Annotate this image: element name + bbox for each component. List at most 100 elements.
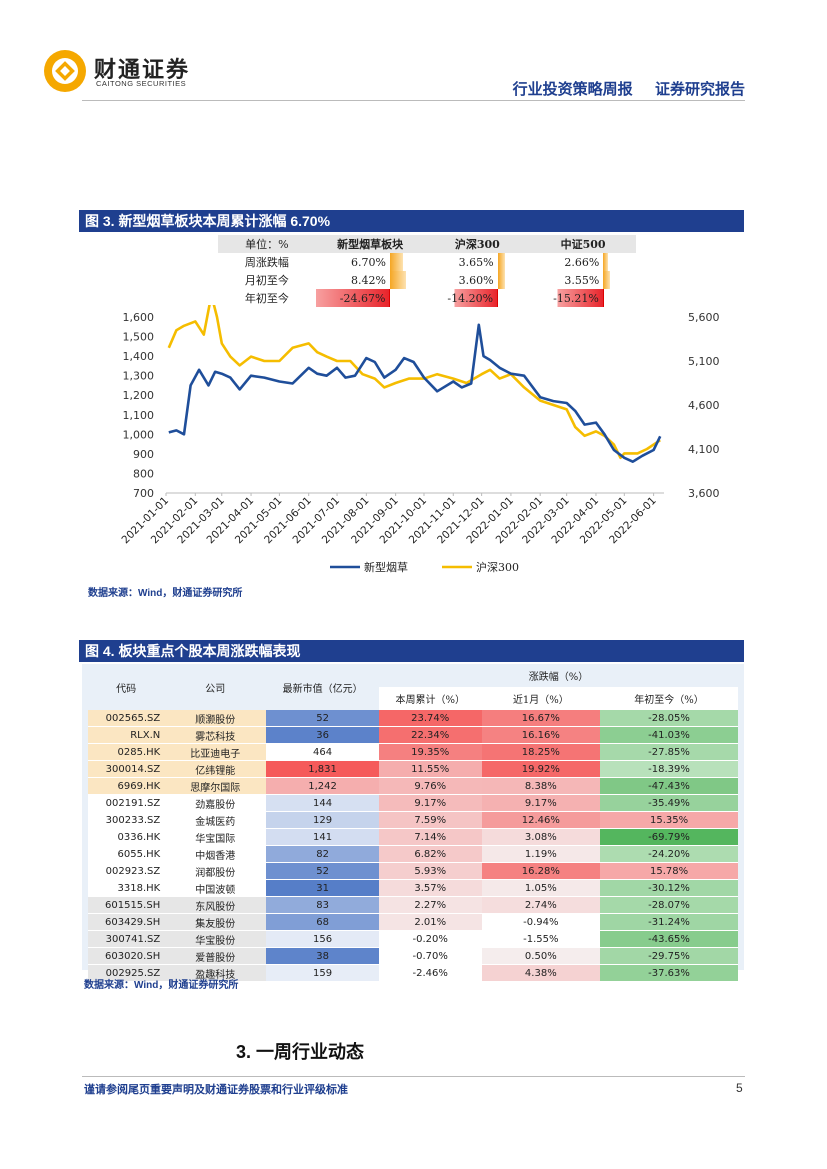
stock-company: 金城医药 bbox=[164, 811, 267, 829]
stock-ytd-change: -47.43% bbox=[600, 777, 738, 795]
summary-row-label: 年初至今 bbox=[244, 292, 289, 305]
stock-mktcap: 141 bbox=[266, 828, 379, 846]
stock-month-change: 16.16% bbox=[481, 726, 601, 744]
col-header-code: 代码 bbox=[116, 683, 137, 695]
figure3-source: 数据来源：Wind，财通证券研究所 bbox=[88, 588, 243, 599]
summary-header-zz500: 中证500 bbox=[560, 238, 606, 251]
stock-week-change: -2.46% bbox=[378, 964, 482, 982]
figure4-source: 数据来源：Wind，财通证券研究所 bbox=[84, 980, 239, 991]
summary-value: 3.60% bbox=[458, 273, 494, 287]
caitong-logo-icon bbox=[44, 50, 86, 92]
y-right-tick-label: 5,100 bbox=[688, 355, 720, 368]
y-left-tick-label: 1,300 bbox=[123, 370, 155, 383]
stock-month-change: -0.94% bbox=[481, 913, 601, 931]
stock-company: 顺灏股份 bbox=[164, 710, 267, 727]
summary-bar bbox=[603, 271, 636, 289]
summary-value: 6.70% bbox=[350, 255, 386, 269]
stock-code: 002191.SZ bbox=[88, 794, 165, 812]
y-left-tick-label: 1,600 bbox=[123, 311, 155, 324]
summary-value: 8.42% bbox=[350, 273, 386, 287]
stock-mktcap: 1,831 bbox=[266, 760, 379, 778]
table-row: RLX.N 雾芯科技 36 22.34% 16.16% -41.03% bbox=[88, 726, 738, 744]
stock-month-change: 18.25% bbox=[481, 743, 601, 761]
stock-code: 6969.HK bbox=[88, 777, 165, 795]
stock-company: 华宝股份 bbox=[164, 930, 267, 948]
summary-bar bbox=[603, 253, 636, 271]
table-row: 002923.SZ 润都股份 52 5.93% 16.28% 15.78% bbox=[88, 862, 738, 880]
stock-ytd-change: -28.05% bbox=[600, 710, 738, 727]
stock-company: 劲嘉股份 bbox=[164, 794, 267, 812]
series-line-new-tobacco bbox=[168, 323, 662, 463]
stock-ytd-change: -69.79% bbox=[600, 828, 738, 846]
stock-mktcap: 1,242 bbox=[266, 777, 379, 795]
table-row: 6969.HK 思摩尔国际 1,242 9.76% 8.38% -47.43% bbox=[88, 777, 738, 795]
table-header-row-1: 代码 公司 最新市值（亿元） 涨跌幅（%） bbox=[88, 664, 738, 695]
stock-code: 601515.SH bbox=[88, 896, 165, 914]
stock-company: 爱普股份 bbox=[164, 947, 267, 965]
stock-ytd-change: -29.75% bbox=[600, 947, 738, 965]
stock-week-change: 19.35% bbox=[378, 743, 482, 761]
stock-month-change: 3.08% bbox=[481, 828, 601, 846]
legend-label: 新型烟草 bbox=[364, 560, 408, 574]
summary-header-unit: 单位：% bbox=[245, 238, 289, 251]
stock-code: 6055.HK bbox=[88, 845, 165, 863]
table-row: 3318.HK 中国波顿 31 3.57% 1.05% -30.12% bbox=[88, 879, 738, 897]
stock-code: 002925.SZ bbox=[88, 964, 165, 982]
stock-mktcap: 38 bbox=[266, 947, 379, 965]
stock-week-change: 9.17% bbox=[378, 794, 482, 812]
stock-week-change: 2.27% bbox=[378, 896, 482, 914]
brand-name-en: CAITONG SECURITIES bbox=[96, 79, 187, 88]
figure3-line-chart: 1,600 1,500 1,400 1,300 1,200 1,100 1,000 900 80… bbox=[119, 305, 720, 574]
stock-code: 300233.SZ bbox=[88, 811, 165, 829]
y-left-tick-label: 800 bbox=[133, 467, 154, 480]
summary-row: 年初至今 -24.67% -14.20% -15.21% bbox=[218, 289, 636, 307]
stock-ytd-change: -41.03% bbox=[600, 726, 738, 744]
stock-company: 润都股份 bbox=[164, 862, 267, 880]
stock-ytd-change: 15.35% bbox=[600, 811, 738, 829]
col-header-company: 公司 bbox=[205, 683, 226, 695]
table-row: 0336.HK 华宝国际 141 7.14% 3.08% -69.79% bbox=[88, 828, 738, 846]
col-header-ytd: 年初至今（%） bbox=[600, 687, 738, 710]
stock-code: 002923.SZ bbox=[88, 862, 165, 880]
table-row: 002565.SZ 顺灏股份 52 23.74% 16.67% -28.05% bbox=[88, 710, 738, 727]
summary-header-sector: 新型烟草板块 bbox=[337, 238, 404, 251]
figure4-stock-table: 代码 公司 最新市值（亿元） 涨跌幅（%） 本周累计（%） 近1月（%） 年初至… bbox=[88, 664, 738, 982]
stock-ytd-change: 15.78% bbox=[600, 862, 738, 880]
stock-company: 东风股份 bbox=[164, 896, 267, 914]
y-left-tick-label: 1,100 bbox=[123, 409, 155, 422]
stock-week-change: 7.59% bbox=[378, 811, 482, 829]
stock-company: 华宝国际 bbox=[164, 828, 267, 846]
stock-month-change: 1.19% bbox=[481, 845, 601, 863]
stock-mktcap: 52 bbox=[266, 710, 379, 727]
stock-month-change: 8.38% bbox=[481, 777, 601, 795]
stock-week-change: 9.76% bbox=[378, 777, 482, 795]
stock-mktcap: 144 bbox=[266, 794, 379, 812]
stock-code: 603020.SH bbox=[88, 947, 165, 965]
stock-company: 亿纬锂能 bbox=[164, 760, 267, 778]
stock-company: 思摩尔国际 bbox=[164, 777, 267, 795]
y-left-tick-label: 1,200 bbox=[123, 389, 155, 402]
col-header-month: 近1月（%） bbox=[481, 687, 601, 710]
col-header-week: 本周累计（%） bbox=[378, 687, 482, 710]
stock-month-change: 19.92% bbox=[481, 760, 601, 778]
table-row: 601515.SH 东风股份 83 2.27% 2.74% -28.07% bbox=[88, 896, 738, 914]
footer-divider bbox=[82, 1076, 745, 1077]
stock-ytd-change: -28.07% bbox=[600, 896, 738, 914]
stock-month-change: 9.17% bbox=[481, 794, 601, 812]
figure3-summary-table: 单位：% 新型烟草板块 沪深300 中证500 周涨跌幅 6.70% 3.65% 2.… bbox=[218, 235, 636, 307]
stock-company: 集友股份 bbox=[164, 913, 267, 931]
stock-mktcap: 129 bbox=[266, 811, 379, 829]
table-row: 300233.SZ 金城医药 129 7.59% 12.46% 15.35% bbox=[88, 811, 738, 829]
stock-month-change: 1.05% bbox=[481, 879, 601, 897]
stock-ytd-change: -24.20% bbox=[600, 845, 738, 863]
summary-bar bbox=[389, 253, 425, 271]
stock-ytd-change: -37.63% bbox=[600, 964, 738, 982]
summary-row: 月初至今 8.42% 3.60% 3.55% bbox=[218, 271, 636, 289]
table-header-row-2: 本周累计（%） 近1月（%） 年初至今（%） bbox=[88, 687, 738, 710]
stock-week-change: 23.74% bbox=[378, 710, 482, 727]
header-divider bbox=[82, 100, 745, 101]
stock-company: 中烟香港 bbox=[164, 845, 267, 863]
stock-code: 300741.SZ bbox=[88, 930, 165, 948]
table-row: 002191.SZ 劲嘉股份 144 9.17% 9.17% -35.49% bbox=[88, 794, 738, 812]
stock-mktcap: 36 bbox=[266, 726, 379, 744]
